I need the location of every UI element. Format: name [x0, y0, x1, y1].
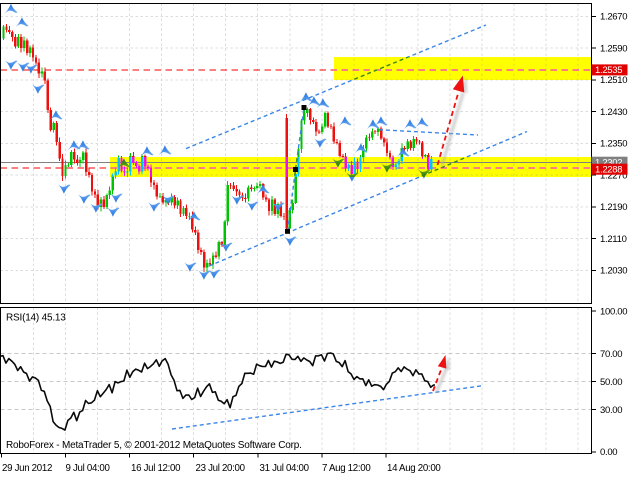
svg-text:1.2288: 1.2288 [595, 165, 622, 176]
svg-text:9 Jul 04:00: 9 Jul 04:00 [66, 463, 111, 474]
svg-text:1.2030: 1.2030 [600, 266, 627, 277]
svg-text:1.2350: 1.2350 [600, 139, 627, 150]
svg-text:RoboForex - MetaTrader 5, © 20: RoboForex - MetaTrader 5, © 2001-2012 Me… [6, 440, 302, 451]
svg-text:100.00: 100.00 [600, 307, 627, 318]
svg-text:1.2510: 1.2510 [600, 75, 627, 86]
svg-text:16 Jul 12:00: 16 Jul 12:00 [131, 463, 181, 474]
svg-text:1.2110: 1.2110 [600, 234, 627, 245]
svg-text:7 Aug 12:00: 7 Aug 12:00 [322, 463, 371, 474]
svg-text:1.2270: 1.2270 [600, 171, 627, 182]
svg-text:1.2302: 1.2302 [595, 158, 622, 169]
svg-text:RSI(14) 45.13: RSI(14) 45.13 [6, 313, 66, 324]
svg-text:23 Jul 20:00: 23 Jul 20:00 [196, 463, 246, 474]
svg-text:1.2590: 1.2590 [600, 43, 627, 54]
svg-text:1.2535: 1.2535 [595, 65, 622, 76]
svg-text:50.00: 50.00 [600, 377, 622, 388]
svg-text:14 Aug 20:00: 14 Aug 20:00 [387, 463, 441, 474]
svg-text:1.2670: 1.2670 [600, 12, 627, 23]
svg-text:31 Jul 04:00: 31 Jul 04:00 [260, 463, 310, 474]
svg-text:1.2430: 1.2430 [600, 107, 627, 118]
svg-text:1.2190: 1.2190 [600, 202, 627, 213]
svg-text:0.00: 0.00 [600, 447, 617, 458]
svg-text:70.00: 70.00 [600, 349, 622, 360]
svg-text:30.00: 30.00 [600, 405, 622, 416]
svg-text:29 Jun 2012: 29 Jun 2012 [2, 463, 52, 474]
